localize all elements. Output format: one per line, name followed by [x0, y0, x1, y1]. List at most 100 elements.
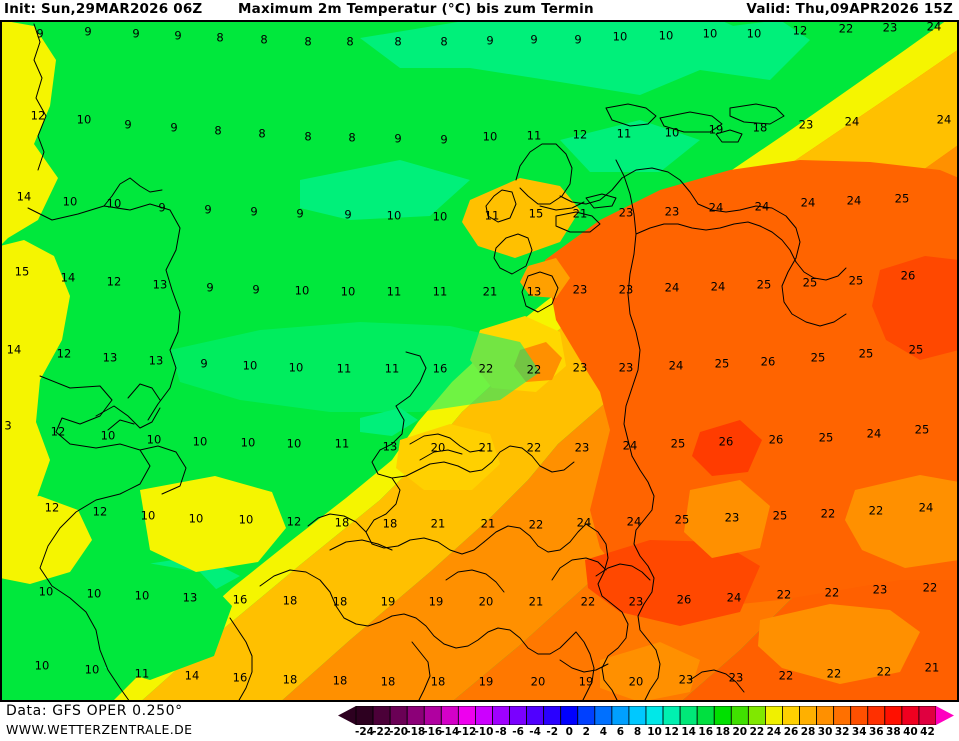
temperature-map[interactable]: 9 9 9 9 8 8 8 8 8 8 9 9 9 10 10 10 10 12 22 23 24 12 10 9 9 8 8 8 8 9…: [0, 20, 959, 702]
page-title: Maximum 2m Temperatur (°C) bis zum Termi…: [238, 1, 594, 17]
grid-value-label: 12: [30, 108, 46, 123]
legend-arrow-left: [338, 706, 356, 725]
legend-swatch: [372, 706, 391, 725]
grid-value-label: 10: [340, 284, 356, 299]
legend-tick-label: 30: [817, 726, 833, 738]
color-scale-ticks: -24 -22 -20 -18 -16 -14 -12 -10 -8 -6 -4 -2 0 2 4 6 8 10 1…: [338, 726, 954, 740]
grid-value-label: 22: [876, 664, 892, 679]
grid-value-label: 8: [258, 126, 266, 141]
grid-value-label: 22: [824, 585, 840, 600]
legend-tick-label: -16: [423, 726, 443, 738]
grid-value-label: 24: [846, 193, 862, 208]
grid-value-label: 21: [482, 284, 498, 299]
grid-value-label: 22: [580, 594, 596, 609]
grid-value-label: 19: [708, 122, 724, 137]
grid-value-label: 20: [430, 440, 446, 455]
legend-swatch: [730, 706, 749, 725]
grid-value-label: 9: [344, 207, 352, 222]
legend-swatch: [850, 706, 869, 725]
grid-value-label: 9: [530, 32, 538, 47]
grid-value-label: 23: [678, 672, 694, 687]
legend-tick-label: -2: [546, 726, 559, 738]
legend-tick-label: -14: [440, 726, 460, 738]
grid-value-label: 22: [776, 587, 792, 602]
valid-time-label: Valid: Thu,09APR2026 15Z: [746, 1, 953, 17]
grid-value-label: 24: [668, 358, 684, 373]
grid-value-label: 20: [628, 674, 644, 689]
legend-tick-label: 24: [766, 726, 782, 738]
grid-value-label: 9: [174, 28, 182, 43]
grid-value-label: 9: [252, 282, 260, 297]
grid-value-label: 24: [844, 114, 860, 129]
grid-value-label: 12: [572, 127, 588, 142]
grid-value-label: 9: [124, 117, 132, 132]
grid-value-label: 23: [798, 117, 814, 132]
grid-value-label: 22: [820, 506, 836, 521]
grid-value-label: 9: [206, 280, 214, 295]
grid-value-label: 24: [710, 279, 726, 294]
grid-value-label: 13: [102, 350, 118, 365]
legend-swatch: [406, 706, 425, 725]
grid-value-label: 18: [332, 594, 348, 609]
grid-value-label: 13: [182, 590, 198, 605]
grid-value-label: 8: [440, 34, 448, 49]
grid-value-label: 10: [482, 129, 498, 144]
grid-value-label: 12: [792, 23, 808, 38]
grid-value-label: 14: [16, 189, 32, 204]
grid-value-label: 22: [838, 21, 854, 36]
grid-value-label: 23: [618, 205, 634, 220]
grid-value-label: 9: [132, 26, 140, 41]
grid-value-label: 20: [530, 674, 546, 689]
legend-tick-label: 26: [783, 726, 799, 738]
legend-tick-label: -20: [389, 726, 409, 738]
grid-value-label: 10: [84, 662, 100, 677]
legend-swatch: [696, 706, 715, 725]
grid-value-label: 21: [478, 440, 494, 455]
legend-swatch: [628, 706, 647, 725]
grid-value-label: 19: [478, 674, 494, 689]
grid-value-label: 24: [754, 199, 770, 214]
grid-value-label: 25: [810, 350, 826, 365]
grid-value-label: 25: [818, 430, 834, 445]
grid-value-label: 26: [768, 432, 784, 447]
grid-value-label: 25: [908, 342, 924, 357]
grid-value-label: 12: [92, 504, 108, 519]
legend-tick-label: -8: [495, 726, 507, 738]
grid-value-label: 21: [924, 660, 940, 675]
legend-swatch: [475, 706, 493, 725]
grid-value-label: 9: [296, 206, 304, 221]
legend-tick-label: -4: [529, 726, 541, 738]
grid-value-label: 21: [430, 516, 446, 531]
grid-value-label: 23: [572, 282, 588, 297]
grid-value-label: 16: [232, 670, 248, 685]
grid-value-label: 10: [146, 432, 162, 447]
grid-value-label: 10: [746, 26, 762, 41]
grid-value-label: 12: [56, 346, 72, 361]
legend-tick-label: 4: [599, 726, 607, 738]
grid-value-label: 23: [872, 582, 888, 597]
legend-tick-label: 38: [886, 726, 901, 738]
grid-value-label: 10: [192, 434, 208, 449]
grid-value-label: 12: [44, 500, 60, 515]
map-contour-canvas: [0, 20, 959, 702]
legend-tick-label: 20: [732, 726, 748, 738]
legend-tick-label: -18: [406, 726, 426, 738]
grid-value-label: 9: [440, 132, 448, 147]
grid-value-label: 10: [140, 508, 156, 523]
legend-tick-label: 12: [664, 726, 679, 738]
grid-value-label: 12: [50, 424, 66, 439]
grid-value-label: 12: [106, 274, 122, 289]
grid-value-label: 26: [760, 354, 776, 369]
grid-value-label: 10: [658, 28, 674, 43]
grid-value-label: 24: [918, 500, 934, 515]
grid-value-label: 26: [900, 268, 916, 283]
grid-value-label: 22: [526, 362, 542, 377]
legend-tick-label: 36: [868, 726, 884, 738]
map-header: Init: Sun,29MAR2026 06Z Maximum 2m Tempe…: [0, 0, 959, 20]
grid-value-label: 10: [134, 588, 150, 603]
grid-value-label: 23: [572, 360, 588, 375]
legend-swatch: [594, 706, 613, 725]
legend-tick-label: 18: [715, 726, 731, 738]
grid-value-label: 11: [432, 284, 448, 299]
grid-value-label: 25: [894, 191, 910, 206]
